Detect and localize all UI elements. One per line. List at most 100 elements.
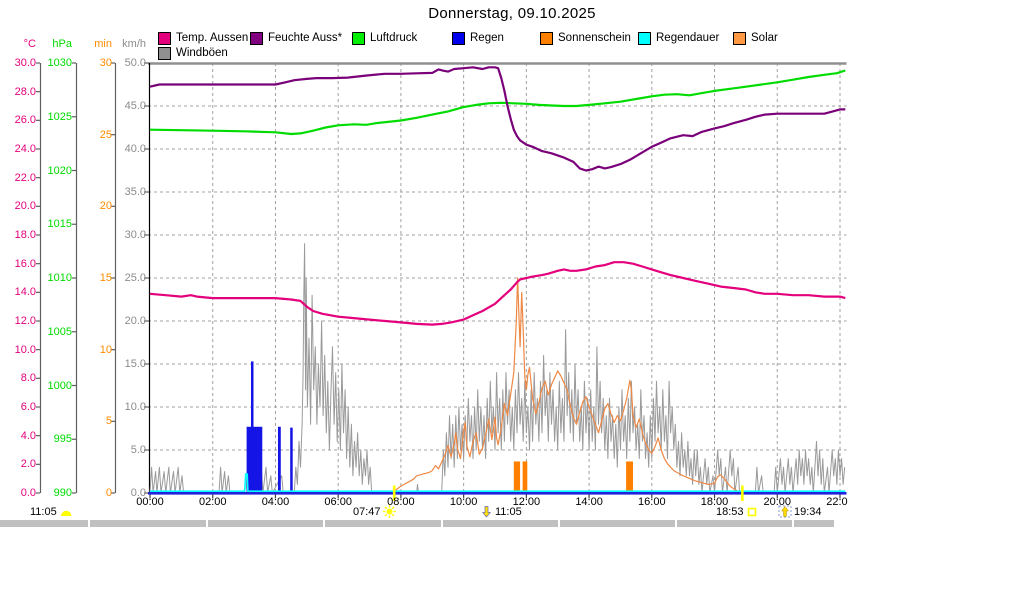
legend-item-temp-aussen: Temp. Aussen	[158, 31, 248, 45]
series-sonnenschein	[522, 461, 528, 493]
y-tick-label-pressure: 995	[53, 433, 72, 446]
sun-event-marker	[392, 485, 396, 501]
y-tick-label-temp: 18.0	[14, 229, 36, 241]
y-tick-label-pressure: 1025	[47, 110, 72, 123]
x-tick-label: 20:00	[763, 496, 792, 508]
y-tick-label-temp: 2.0	[20, 458, 36, 471]
day-segment[interactable]	[325, 520, 441, 527]
x-tick-label: 16:00	[638, 496, 666, 508]
series-windb-en	[149, 243, 846, 494]
legend-item-windb-en: Windböen	[158, 46, 228, 60]
sun-icon	[382, 505, 396, 518]
y-tick-label-wind: 25.0	[124, 272, 146, 284]
series-sonnenschein	[626, 461, 633, 493]
moon-time-left: 11:05	[30, 504, 75, 519]
legend-swatch-windb-en	[158, 46, 171, 60]
legend-label: Luftdruck	[370, 32, 418, 44]
sun-event-marker	[741, 485, 744, 501]
series-regendauer	[150, 473, 846, 493]
x-axis-labels: 00:00 02:00 04:00 06:00 08:00 10:00 12:00 14:00…	[0, 496, 848, 510]
legend-label: Regendauer	[656, 32, 720, 44]
day-segment[interactable]	[208, 520, 323, 527]
y-tick-label-pressure: 1010	[47, 272, 72, 284]
series-temp-aussen	[149, 261, 846, 326]
x-tick-label: 12:00	[512, 496, 541, 508]
y-tick-label-sun: 25	[99, 128, 112, 141]
series-sonnenschein	[513, 461, 521, 493]
legend-item-regen: Regen	[452, 31, 504, 45]
y-tick-label-sun: 5	[105, 415, 112, 428]
sunrise: 07:47	[353, 504, 398, 519]
y-tick-label-wind: 15.0	[124, 358, 146, 370]
axis-header-temp: °C	[23, 38, 36, 50]
y-tick-label-sun: 15	[99, 272, 112, 284]
legend-label: Sonnenschein	[558, 32, 631, 44]
y-tick-label-temp: 26.0	[14, 114, 36, 127]
legend-item-regendauer: Regendauer	[638, 31, 719, 45]
y-tick-label-wind: 45.0	[124, 100, 146, 112]
y-tick-label-temp: 0.0	[20, 487, 36, 499]
x-tick-label: 10:00	[449, 496, 478, 508]
day-segment[interactable]	[90, 520, 206, 527]
legend-swatch-temp-aussen	[158, 31, 171, 45]
y-tick-label-temp: 30.0	[14, 57, 36, 69]
y-tick-label-sun: 20	[99, 200, 112, 213]
day-segment[interactable]	[794, 520, 834, 527]
day-segment[interactable]	[443, 520, 558, 527]
series-regen	[277, 426, 281, 493]
x-tick-label: 22:00	[826, 496, 848, 508]
moonset-time: 11:05	[495, 505, 522, 518]
x-tick-label: 00:00	[136, 496, 164, 508]
series-solar	[394, 277, 742, 494]
y-tick-label-pressure: 1000	[47, 379, 72, 392]
y-tick-label-temp: 22.0	[14, 171, 36, 184]
x-tick-label: 06:00	[324, 496, 352, 508]
series-regen	[290, 427, 293, 493]
legend-label: Feuchte Auss*	[268, 32, 343, 44]
day-segment[interactable]	[677, 520, 792, 527]
y-tick-label-wind: 20.0	[124, 315, 146, 327]
y-tick-label-wind: 35.0	[124, 186, 146, 198]
y-tick-label-temp: 14.0	[14, 286, 36, 299]
y-tick-label-temp: 16.0	[14, 257, 36, 270]
day-segment[interactable]	[0, 520, 88, 527]
y-tick-label-temp: 4.0	[20, 429, 36, 442]
legend-swatch-solar	[733, 31, 746, 45]
y-tick-label-temp: 12.0	[14, 315, 36, 327]
sunrise-time: 07:47	[353, 505, 381, 518]
sun-square-icon	[746, 506, 758, 518]
y-tick-label-sun: 10	[99, 343, 112, 356]
series-regen	[250, 361, 254, 493]
x-tick-label: 02:00	[198, 496, 227, 508]
axis-header-pressure: hPa	[52, 38, 72, 50]
x-tick-label: 14:00	[575, 496, 603, 508]
moonrise-time: 19:34	[794, 505, 822, 518]
legend-swatch-sonnenschein	[540, 31, 553, 45]
y-tick-label-pressure: 990	[53, 487, 72, 499]
x-tick-label: 04:00	[261, 496, 290, 508]
legend-item-sonnenschein: Sonnenschein	[540, 31, 631, 45]
legend-label: Temp. Aussen	[176, 32, 249, 44]
moonrise: 19:34	[776, 504, 822, 519]
y-tick-label-sun: 30	[99, 57, 112, 69]
y-tick-label-pressure: 1020	[47, 164, 72, 177]
y-tick-label-temp: 8.0	[20, 372, 36, 385]
moonset: 11:05	[478, 504, 522, 519]
moon-up-icon	[778, 505, 792, 518]
series-luftdruck	[149, 69, 846, 136]
y-tick-label-temp: 24.0	[14, 143, 36, 155]
moon-icon	[59, 506, 73, 518]
y-tick-label-wind: 40.0	[124, 143, 146, 155]
y-tick-label-temp: 6.0	[20, 401, 36, 413]
x-tick-label: 18:00	[700, 496, 729, 508]
legend-swatch-luftdruck	[352, 31, 365, 45]
y-tick-label-wind: 50.0	[124, 57, 146, 69]
day-segment[interactable]	[560, 520, 675, 527]
legend-swatch-regen	[452, 31, 465, 45]
series-regen	[246, 426, 263, 493]
y-tick-label-wind: 10.0	[124, 401, 146, 413]
y-tick-label-temp: 20.0	[14, 200, 36, 213]
legend-label: Windböen	[176, 47, 228, 59]
